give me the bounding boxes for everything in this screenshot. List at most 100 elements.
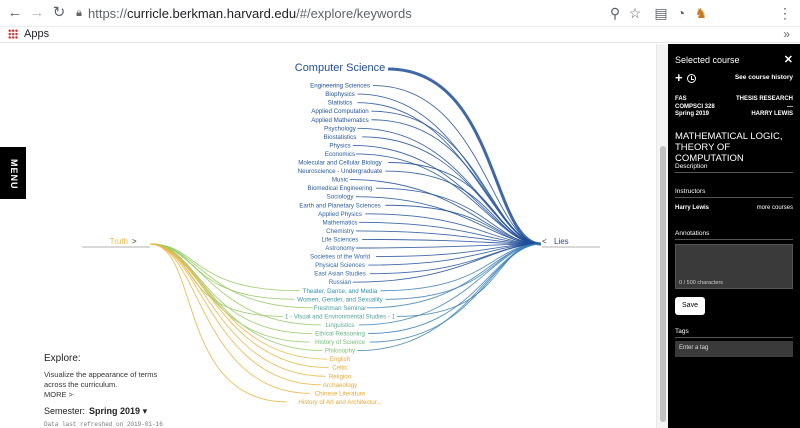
subject-label[interactable]: Linguistics [326,322,355,329]
course-meta-dash: — [787,103,793,110]
subject-label[interactable]: Celtic [332,365,347,372]
address-bar[interactable]: https://curricle.berkman.harvard.edu/#/e… [88,6,412,21]
subject-label[interactable]: Biomedical Engineering [307,185,373,192]
close-icon[interactable]: ✕ [783,54,793,66]
url-scheme: https:// [88,6,128,21]
subject-label[interactable]: Applied Computation [311,108,369,115]
connection-curves [149,67,542,403]
semester-value[interactable]: Spring 2019 [89,406,141,416]
extension-chat-icon[interactable]: ◔ [676,5,686,21]
description-label: Description [675,163,708,170]
subject-label[interactable]: Societies of the World [310,254,371,261]
subject-label[interactable]: Psychology [324,125,357,132]
right-curve [372,85,542,245]
tag-input[interactable]: Enter a tag [675,341,793,357]
selected-course-sidebar: Selected course ✕ + See course history F… [668,44,800,428]
left-curve [149,243,321,326]
left-curve [149,243,287,403]
subject-label[interactable]: Theater, Dance, and Media [303,288,378,295]
right-curve [376,187,542,245]
course-code: COMPSCI 328 [675,103,715,110]
subject-label[interactable]: Computer Science [295,62,386,74]
scrollbar-thumb[interactable] [660,146,666,422]
subject-label[interactable]: Religion [329,373,352,380]
subject-label[interactable]: Physics [329,142,350,149]
subject-label[interactable]: Ethical Reasoning [315,331,365,338]
subject-label[interactable]: Molecular and Cellular Biology [298,160,382,167]
subject-labels: Computer Science Engineering SciencesBiop… [285,62,396,406]
subject-label[interactable]: Women, Gender, and Sexuality [297,296,383,303]
semester-label: Semester: [44,406,86,416]
subject-label[interactable]: Music [332,177,348,184]
add-icon[interactable]: + [675,70,683,85]
subject-label[interactable]: Applied Physics [318,211,362,218]
star-icon[interactable]: ☆ [628,5,642,21]
explore-description: Visualize the appearance of terms across… [44,370,158,389]
subject-label[interactable]: Statistics [328,100,353,107]
subject-label[interactable]: 1 - Visual and Environmental Studies - 1 [285,313,396,320]
subject-label[interactable]: Neuroscience - Undergraduate [298,168,383,175]
chevron-down-icon[interactable]: ▾ [142,406,148,416]
left-curve [149,243,311,343]
menu-tab[interactable]: MENU [0,147,26,199]
course-history-link[interactable]: See course history [734,74,793,81]
subject-label[interactable]: Earth and Planetary Sciences [299,202,381,209]
subject-label[interactable]: Russian [329,279,352,286]
subject-label[interactable]: Sociology [327,194,355,201]
page-scrollbar[interactable] [656,44,668,428]
more-courses-link[interactable]: more courses [756,205,793,211]
subject-label[interactable]: East Asian Studies [314,271,366,278]
subject-label[interactable]: English [330,356,351,363]
course-term: Spring 2019 [675,111,710,117]
subject-label[interactable]: Chemistry [326,228,355,235]
reload-icon[interactable]: ↻ [52,4,66,21]
course-school: FAS [675,96,687,102]
subject-label[interactable]: Engineering Sciences [310,83,370,90]
left-term-arrow: > [132,237,137,246]
subject-label[interactable]: Philosophy [325,348,356,355]
right-term[interactable]: Lies [554,237,569,246]
annotations-label: Annotations [675,230,710,237]
save-button[interactable]: Save [675,297,705,315]
browser-menu-icon[interactable]: ⋮ [778,5,792,21]
subject-label[interactable]: Biostatistics [324,134,357,141]
annotation-char-count: 0 / 500 characters [679,280,724,286]
subject-label[interactable]: Chinese Literature [315,390,366,397]
extension-camel-icon[interactable]: ♞ [694,5,708,21]
extension-doc-icon[interactable]: ▤ [654,5,668,21]
url-host: curricle.berkman.harvard.edu [127,6,297,21]
course-type: THESIS RESEARCH [735,96,793,102]
course-meta-right: THESIS RESEARCH — HARRY LEWIS [736,96,793,119]
lock-icon: 🔒︎ [76,7,82,19]
apps-bookmark[interactable]: Apps [24,28,50,40]
left-curve [149,243,311,394]
clock-icon[interactable] [687,74,696,83]
semester-selector[interactable]: Semester: Spring 2019 ▾ [44,406,147,417]
explore-more-link[interactable]: MORE > [44,390,73,399]
subject-label[interactable]: Biophysics [325,91,355,98]
subject-label[interactable]: Freshman Seminar [314,305,367,312]
subject-label[interactable]: Archaeology [323,382,358,389]
right-curve [371,110,542,245]
zoom-icon[interactable]: ⚲ [609,5,621,21]
bookmarks-bar: Apps » [0,27,800,43]
instructor-name: Harry Lewis [675,205,710,211]
forward-icon[interactable]: → [29,4,45,21]
right-curve [352,243,542,283]
annotations-textarea[interactable]: 0 / 500 characters [675,244,793,289]
subject-label[interactable]: Economics [325,151,355,158]
right-curve [362,136,542,245]
subject-label[interactable]: Applied Mathematics [311,117,368,124]
apps-grid-icon[interactable] [8,29,18,39]
bookmarks-overflow[interactable]: » [783,27,790,41]
subject-label[interactable]: History of Science [315,339,365,346]
subject-label[interactable]: Astronomy [325,245,355,252]
subject-label[interactable]: History of Art and Architectur... [298,399,382,406]
subject-label[interactable]: Mathematics [322,219,357,226]
subject-label[interactable]: Life Sciences [322,236,359,243]
right-curve [359,243,542,326]
back-icon[interactable]: ← [7,4,23,21]
subject-label[interactable]: Physical Sciences [315,262,365,269]
left-term[interactable]: Truth [110,237,128,246]
tags-label: Tags [675,328,689,335]
